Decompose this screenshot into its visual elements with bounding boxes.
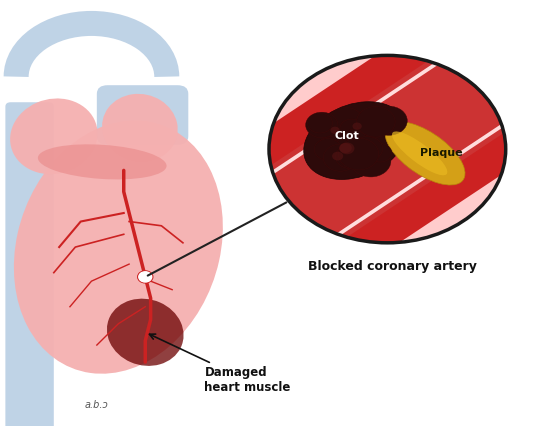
Polygon shape [285, 91, 538, 299]
Circle shape [308, 113, 332, 133]
Circle shape [353, 147, 373, 163]
Circle shape [138, 271, 153, 283]
Circle shape [352, 123, 362, 130]
FancyBboxPatch shape [5, 102, 54, 426]
Circle shape [269, 55, 506, 243]
Ellipse shape [392, 132, 447, 175]
Circle shape [357, 106, 395, 137]
Circle shape [339, 143, 352, 153]
Circle shape [338, 138, 379, 170]
Circle shape [269, 55, 506, 243]
Circle shape [323, 144, 357, 171]
Text: Blocked coronary artery: Blocked coronary artery [308, 260, 477, 273]
Ellipse shape [385, 122, 465, 185]
Ellipse shape [14, 121, 223, 374]
Ellipse shape [10, 98, 97, 174]
Circle shape [346, 129, 366, 145]
Circle shape [351, 146, 374, 164]
Ellipse shape [38, 144, 167, 179]
Circle shape [371, 106, 407, 135]
Polygon shape [283, 89, 538, 272]
Circle shape [314, 138, 342, 160]
Ellipse shape [102, 94, 178, 162]
Circle shape [369, 144, 392, 162]
Ellipse shape [304, 102, 406, 179]
Text: a.b.ɔ: a.b.ɔ [85, 400, 109, 410]
Polygon shape [213, 23, 538, 275]
Text: Plaque: Plaque [420, 148, 463, 158]
Circle shape [352, 136, 383, 161]
Circle shape [336, 145, 366, 169]
Circle shape [332, 152, 343, 161]
Text: Clot: Clot [335, 131, 359, 141]
Circle shape [139, 272, 152, 282]
Circle shape [351, 145, 391, 177]
Polygon shape [188, 0, 490, 207]
Circle shape [334, 137, 366, 162]
Circle shape [330, 127, 339, 134]
Circle shape [316, 137, 346, 161]
Circle shape [340, 119, 364, 138]
Polygon shape [217, 26, 492, 210]
Text: Damaged
heart muscle: Damaged heart muscle [150, 334, 291, 394]
Circle shape [339, 142, 355, 154]
Ellipse shape [107, 299, 183, 366]
FancyBboxPatch shape [97, 85, 188, 145]
Circle shape [306, 112, 338, 138]
Circle shape [328, 107, 363, 135]
